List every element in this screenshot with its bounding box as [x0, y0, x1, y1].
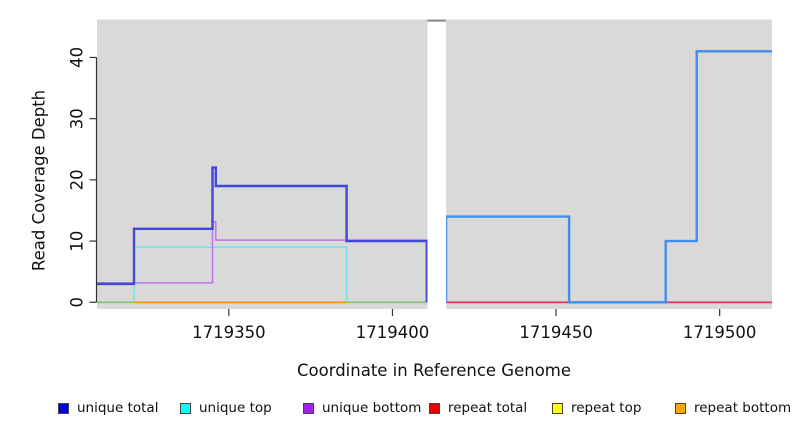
legend-label: repeat total	[448, 400, 528, 416]
chart-legend: unique total unique top unique bottom re…	[0, 398, 792, 420]
legend-item-unique-total: unique total	[58, 398, 158, 418]
legend-item-unique-top: unique top	[180, 398, 272, 418]
y-tick-label: 10	[68, 231, 87, 252]
unique-top-swatch-icon	[180, 402, 191, 414]
series-line-unique-total-left-of-masked-region-	[97, 166, 428, 303]
x-axis-title: Coordinate in Reference Genome	[296, 361, 572, 380]
legend-item-repeat-top: repeat top	[552, 398, 641, 418]
x-tick-label: 1719350	[192, 323, 266, 342]
repeat-top-swatch-icon	[552, 402, 563, 414]
legend-label: repeat top	[571, 400, 642, 416]
unique-bottom-swatch-icon	[303, 402, 314, 414]
x-tick-label: 1719500	[683, 323, 757, 342]
unique-total-swatch-icon	[58, 402, 69, 414]
masked-region-top-cap	[427, 19, 447, 22]
legend-item-unique-bottom: unique bottom	[303, 398, 421, 418]
legend-label: unique top	[199, 400, 272, 416]
masked-region	[427, 19, 447, 310]
legend-label: unique bottom	[322, 400, 422, 416]
y-tick-label: 40	[68, 47, 87, 68]
legend-label: repeat bottom	[694, 400, 792, 416]
x-tick-label: 1719450	[519, 323, 593, 342]
repeat-total-swatch-icon	[429, 402, 440, 414]
series-line-unique-total-right-of-masked-region-	[444, 50, 772, 304]
legend-item-repeat-total: repeat total	[429, 398, 527, 418]
y-tick-label: 30	[68, 108, 87, 129]
x-tick-label: 1719400	[356, 323, 430, 342]
repeat-bottom-swatch-icon	[675, 402, 686, 414]
y-tick-label: 0	[68, 297, 87, 308]
y-tick-label: 20	[68, 169, 87, 190]
y-axis-title: Read Coverage Depth	[29, 89, 49, 272]
legend-label: unique total	[77, 400, 159, 416]
legend-item-repeat-bottom: repeat bottom	[675, 398, 791, 418]
